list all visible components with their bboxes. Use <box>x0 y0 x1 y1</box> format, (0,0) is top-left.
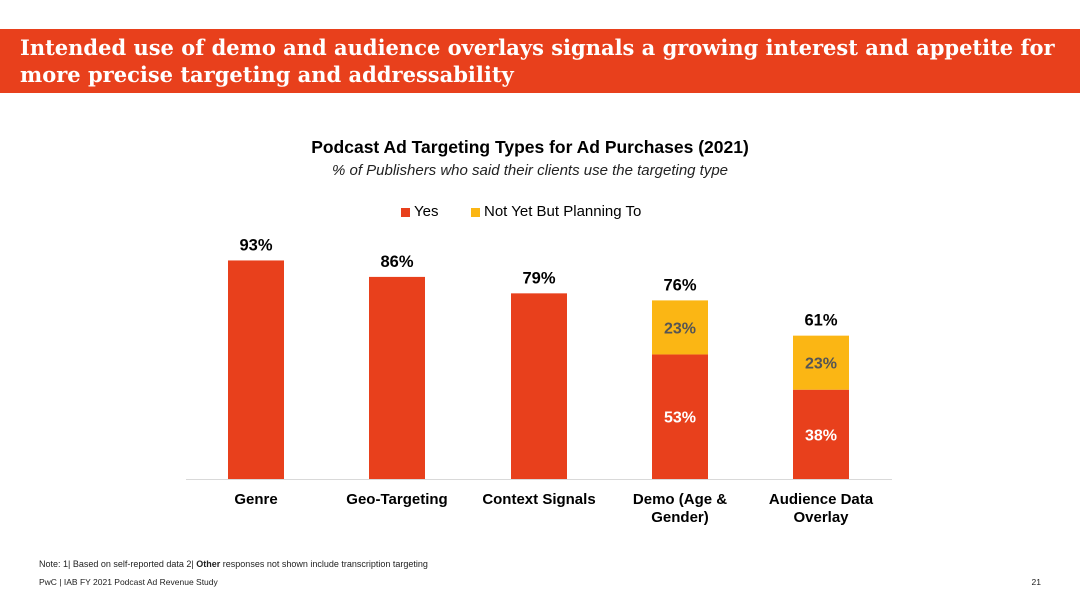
chart-subtitle: % of Publishers who said their clients u… <box>331 162 729 179</box>
bar-yes-demo-age-gender <box>652 354 708 479</box>
category-label-genre: Genre <box>234 491 277 508</box>
bar-yes-context-signals <box>511 293 567 479</box>
chart-title: Podcast Ad Targeting Types for Ad Purcha… <box>311 137 749 157</box>
category-label-context-signals: Context Signals <box>482 491 595 508</box>
page-number: 21 <box>1031 577 1041 587</box>
bar-yes-geo-targeting <box>369 276 425 479</box>
total-label-genre: 93% <box>239 236 272 254</box>
legend-label-planning: Not Yet But Planning To <box>484 203 642 220</box>
category-label-audience-data-overlay-line-1: Audience Data <box>769 491 874 508</box>
data-label-not-yet-but-planning-to-demo-age-gender: 23% <box>664 320 696 337</box>
footnote-bold: Other <box>196 559 221 569</box>
footer-source: PwC | IAB FY 2021 Podcast Ad Revenue Stu… <box>39 577 218 587</box>
bar-yes-genre <box>228 260 284 479</box>
legend-swatch-yes <box>401 208 410 217</box>
bar-not-yet-but-planning-to-demo-age-gender <box>652 300 708 355</box>
footnote: Note: 1| Based on self-reported data 2| … <box>39 559 428 569</box>
data-label-yes-audience-data-overlay: 38% <box>805 427 837 444</box>
bar-yes-audience-data-overlay <box>793 389 849 479</box>
category-label-demo-age-gender-line-2: Gender) <box>651 509 709 526</box>
data-label-not-yet-but-planning-to-audience-data-overlay: 23% <box>805 356 837 373</box>
bar-not-yet-but-planning-to-audience-data-overlay <box>793 335 849 390</box>
category-label-demo-age-gender-line-1: Demo (Age & <box>633 491 727 508</box>
footnote-prefix: Note: 1| Based on self-reported data 2| <box>39 559 197 569</box>
total-label-demo-age-gender: 76% <box>663 276 696 294</box>
total-label-audience-data-overlay: 61% <box>804 312 837 330</box>
category-label-audience-data-overlay-line-2: Overlay <box>793 509 849 526</box>
total-label-context-signals: 79% <box>522 269 555 287</box>
legend-swatch-planning <box>471 208 480 217</box>
data-label-yes-demo-age-gender: 53% <box>664 410 696 427</box>
header-banner <box>0 29 1080 93</box>
category-label-geo-targeting: Geo-Targeting <box>346 491 447 508</box>
footnote-suffix: responses not shown include transcriptio… <box>220 559 428 569</box>
slide-headline: Intended use of demo and audience overla… <box>20 35 1055 87</box>
chart-legend: Yes Not Yet But Planning To <box>0 203 1060 223</box>
total-label-geo-targeting: 86% <box>380 253 413 271</box>
legend-label-yes: Yes <box>414 203 439 220</box>
